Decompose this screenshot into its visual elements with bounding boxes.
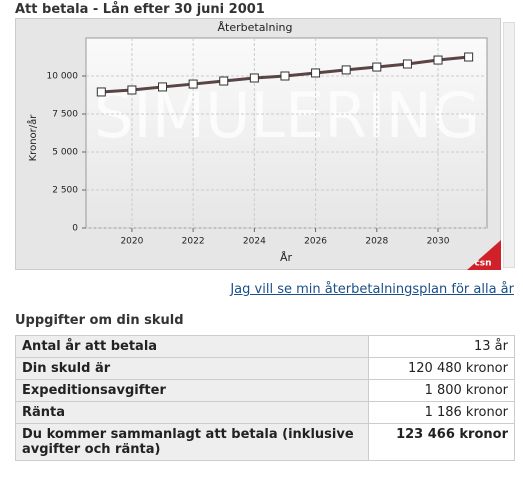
plan-link[interactable]: Jag vill se min återbetalningsplan för a…: [230, 282, 514, 297]
x-tick-label: 2024: [243, 237, 266, 247]
data-point: [433, 55, 443, 65]
x-axis-label: År: [280, 251, 293, 264]
logo-triangle: [467, 240, 501, 270]
data-point: [219, 76, 229, 86]
x-tick-label: 2026: [304, 237, 327, 247]
data-point: [127, 85, 137, 95]
data-point: [280, 71, 290, 81]
data-point: [249, 73, 259, 83]
table-row: Antal år att betala 13 år: [15, 335, 515, 358]
label-cell: Du kommer sammanlagt att betala (inklusi…: [15, 423, 369, 461]
x-tick-label: 2028: [365, 237, 388, 247]
data-point: [311, 68, 321, 78]
value-cell: 1 800 kronor: [368, 379, 515, 402]
value-cell: 120 480 kronor: [368, 357, 515, 380]
value-cell: 1 186 kronor: [368, 401, 515, 424]
x-tick-label: 2022: [182, 237, 205, 247]
data-point: [188, 79, 198, 89]
data-point: [158, 82, 168, 92]
chart-title: Återbetalning: [218, 21, 293, 34]
label-cell: Expeditionsavgifter: [15, 379, 369, 402]
chart: Återbetalning SIMULERING År Kronor/år cs…: [26, 21, 501, 270]
y-tick-label: 7 500: [52, 110, 78, 120]
value-cell: 123 466 kronor: [368, 423, 515, 461]
data-point: [372, 62, 382, 72]
data-point: [464, 52, 474, 62]
table-row: Du kommer sammanlagt att betala (inklusi…: [15, 423, 515, 461]
y-tick-label: 5 000: [52, 148, 78, 158]
data-point: [402, 59, 412, 69]
y-tick-label: 10 000: [47, 72, 79, 82]
logo: csn: [474, 259, 491, 269]
data-point: [341, 65, 351, 75]
y-tick-label: 0: [72, 224, 78, 234]
x-tick-label: 2020: [120, 237, 143, 247]
watermark: SIMULERING: [94, 79, 480, 152]
table-row: Expeditionsavgifter 1 800 kronor: [15, 379, 515, 402]
value-cell: 13 år: [368, 335, 515, 358]
table-row: Ränta 1 186 kronor: [15, 401, 515, 424]
label-cell: Ränta: [15, 401, 369, 424]
label-cell: Din skuld är: [15, 357, 369, 380]
label-cell: Antal år att betala: [15, 335, 369, 358]
y-tick-label: 2 500: [52, 186, 78, 196]
scrollbar[interactable]: [503, 22, 515, 268]
section-title: Uppgifter om din skuld: [15, 313, 184, 328]
details-table: Antal år att betala 13 år Din skuld är 120 …: [15, 335, 515, 461]
table-row: Din skuld är 120 480 kronor: [15, 357, 515, 380]
data-point: [96, 87, 106, 97]
plot-area: [85, 37, 488, 229]
y-axis-label: Kronor/år: [26, 114, 39, 162]
x-tick-label: 2030: [427, 237, 450, 247]
page-title: Att betala - Lån efter 30 juni 2001: [15, 2, 265, 17]
